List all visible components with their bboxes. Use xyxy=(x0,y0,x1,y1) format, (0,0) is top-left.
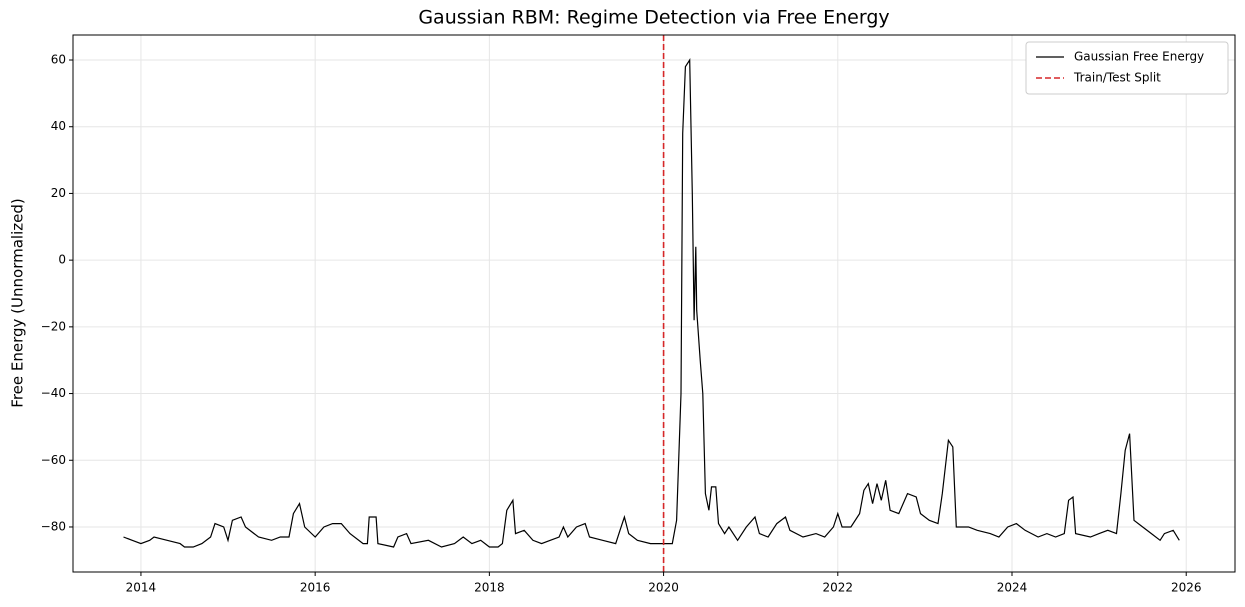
x-tick-label: 2020 xyxy=(648,581,679,595)
x-tick-label: 2014 xyxy=(126,581,157,595)
legend-label: Train/Test Split xyxy=(1073,71,1161,85)
y-tick-label: 40 xyxy=(51,119,66,133)
y-axis-label: Free Energy (Unnormalized) xyxy=(9,198,27,407)
x-tick-label: 2024 xyxy=(997,581,1028,595)
chart-title: Gaussian RBM: Regime Detection via Free … xyxy=(418,7,889,29)
y-tick-label: 60 xyxy=(51,53,66,67)
x-tick-label: 2022 xyxy=(823,581,854,595)
x-tick-label: 2018 xyxy=(474,581,505,595)
legend-label: Gaussian Free Energy xyxy=(1074,50,1204,64)
y-tick-label: 0 xyxy=(58,253,66,267)
y-tick-label: 20 xyxy=(51,186,66,200)
y-tick-label: −40 xyxy=(41,386,66,400)
line-series xyxy=(123,58,1180,548)
y-tick-label: −80 xyxy=(41,519,66,533)
x-tick-label: 2026 xyxy=(1171,581,1202,595)
plot-frame xyxy=(72,34,1236,573)
legend-box xyxy=(1025,41,1229,95)
x-tick-label: 2016 xyxy=(300,581,331,595)
y-tick-label: −20 xyxy=(41,319,66,333)
y-tick-label: −60 xyxy=(41,453,66,467)
